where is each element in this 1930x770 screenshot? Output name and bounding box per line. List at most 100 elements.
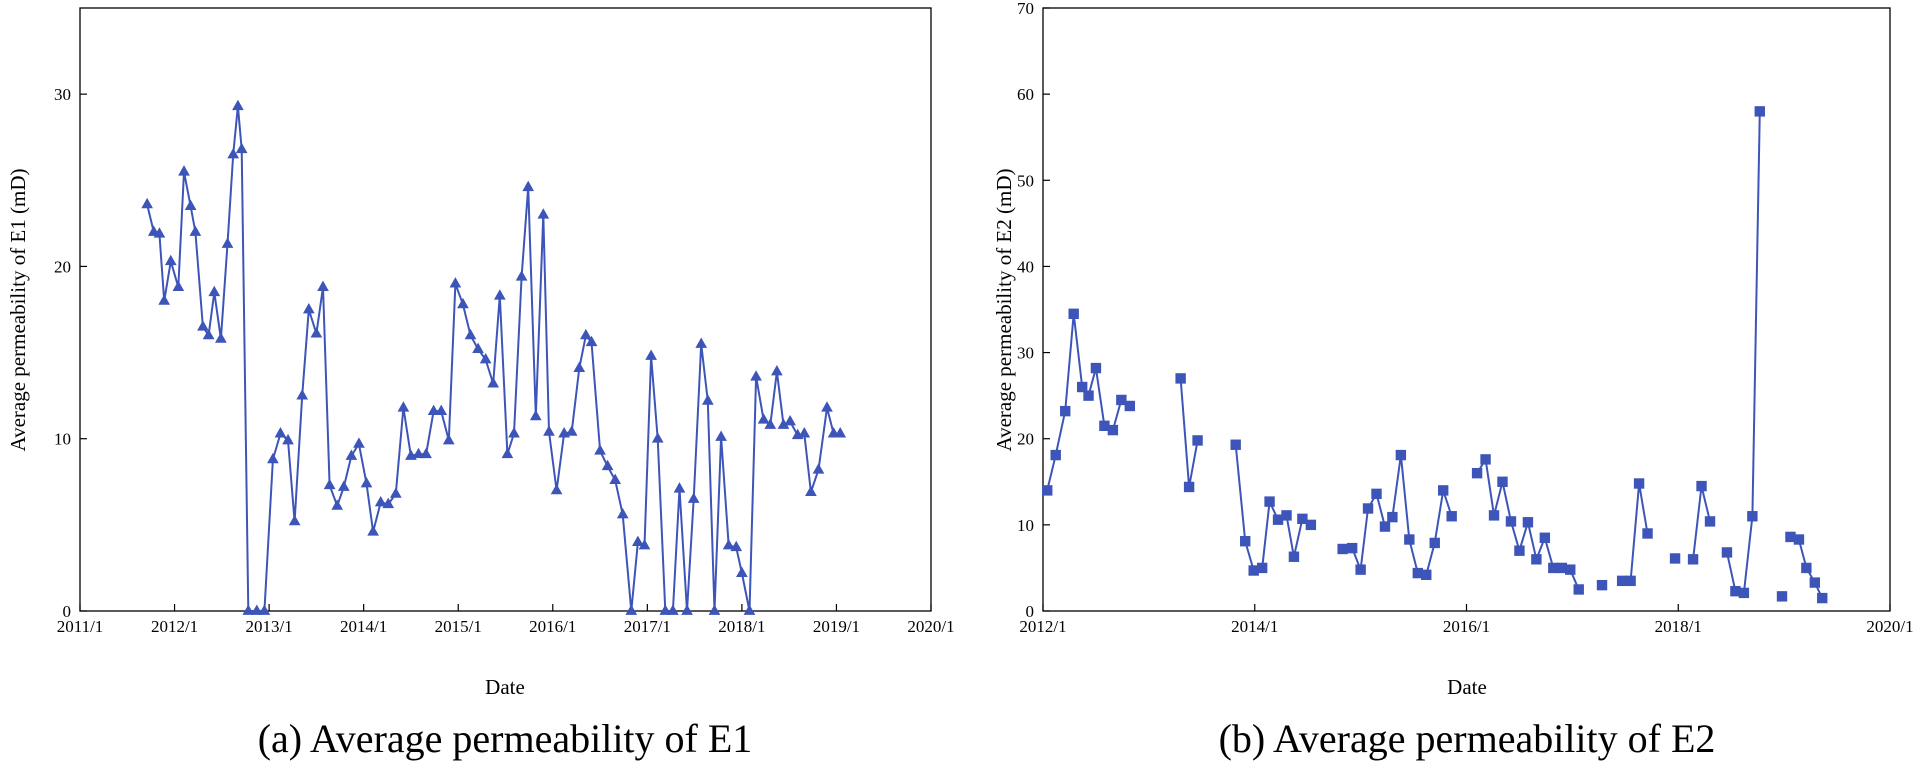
chart-b-data-point bbox=[1596, 579, 1608, 591]
chart-a-data-point bbox=[667, 604, 679, 615]
chart-a-x-axis-label: Date bbox=[485, 675, 525, 699]
chart-a-data-point bbox=[242, 604, 255, 615]
chart-a-data-point bbox=[235, 142, 248, 154]
chart-b-data-point bbox=[1505, 516, 1517, 527]
chart-a-data-point bbox=[178, 165, 190, 176]
chart-a-data-point bbox=[601, 459, 614, 471]
chart-b-data-point bbox=[1042, 485, 1053, 496]
chart-b-data-point bbox=[1539, 532, 1551, 543]
chart-b-data-point bbox=[1175, 373, 1186, 384]
chart-a-plot-frame bbox=[79, 7, 932, 612]
chart-a-data-point bbox=[337, 480, 350, 491]
chart-b-data-point bbox=[1480, 454, 1491, 465]
chart-a-data-point bbox=[522, 180, 535, 192]
chart-b-data-point bbox=[1090, 362, 1102, 374]
chart-a-data-point bbox=[215, 332, 227, 343]
chart-a-data-point bbox=[389, 487, 402, 498]
chart-a-data-point bbox=[164, 254, 177, 266]
chart-a-data-point bbox=[288, 514, 301, 526]
chart-a-data-point bbox=[487, 377, 500, 388]
chart-b-data-point bbox=[1531, 554, 1542, 565]
chart-a-data-point bbox=[736, 566, 748, 577]
chart-b-data-point bbox=[1395, 449, 1407, 461]
chart-a-data-point bbox=[202, 328, 215, 340]
chart-b-y-tick-label: 0 bbox=[1026, 602, 1035, 621]
chart-b-x-tick-label: 2016/1 bbox=[1443, 617, 1490, 636]
chart-a-caption: (a) Average permeability of E1 bbox=[258, 716, 753, 761]
chart-b-data-point bbox=[1068, 308, 1079, 320]
chart-a-data-point bbox=[267, 452, 279, 464]
chart-b-y-tick-label: 10 bbox=[1017, 516, 1034, 535]
chart-a-data-point bbox=[153, 227, 166, 238]
chart-a-data-point bbox=[317, 280, 329, 292]
chart-b-data-point bbox=[1183, 481, 1195, 493]
chart-b-data-point bbox=[1754, 106, 1765, 117]
chart-a-data-point bbox=[722, 539, 735, 550]
chart-a-x-tick-label: 2015/1 bbox=[435, 617, 482, 636]
chart-b-data-point bbox=[1747, 511, 1758, 522]
chart-b-x-axis: 2012/1 2014/1 2016/1 2018/1 2020/1 bbox=[1019, 604, 1914, 636]
chart-b-data-point bbox=[1230, 439, 1241, 450]
chart-a-data-point bbox=[353, 437, 365, 448]
chart-b-data-point bbox=[1817, 592, 1828, 604]
chart-a-x-tick-label: 2019/1 bbox=[813, 617, 860, 636]
chart-a-data-point bbox=[529, 409, 542, 421]
chart-b-data-point bbox=[1522, 517, 1534, 528]
chart-a-data-point bbox=[345, 449, 358, 460]
chart-a-data-point bbox=[420, 447, 432, 459]
chart-b-data-point bbox=[1642, 528, 1653, 539]
chart-a-data-point bbox=[681, 604, 693, 615]
chart-a-data-point bbox=[651, 432, 664, 443]
chart-a-data-point bbox=[331, 499, 344, 510]
chart-a-data-point bbox=[708, 604, 721, 615]
chart-a-y-axis: 0 10 20 30 bbox=[54, 85, 87, 621]
chart-a-data-point bbox=[659, 604, 672, 615]
chart-a-data-point bbox=[258, 604, 271, 615]
chart-b-data-point bbox=[1438, 485, 1449, 496]
chart-b-data-point bbox=[1272, 514, 1284, 525]
chart-a-x-tick-label: 2018/1 bbox=[718, 617, 765, 636]
chart-b-data-point bbox=[1124, 400, 1136, 412]
chart-a-data-point bbox=[442, 433, 455, 445]
chart-b-y-tick-label: 30 bbox=[1017, 344, 1034, 363]
chart-a-data-point bbox=[221, 237, 234, 248]
chart-a-data-point bbox=[374, 495, 387, 507]
chart-a-series-e1 bbox=[141, 99, 847, 615]
chart-b-data-point bbox=[1297, 513, 1308, 525]
chart-b-data-point bbox=[1421, 569, 1432, 581]
chart-a-data-point bbox=[757, 413, 770, 424]
chart-b-y-axis: 0 10 20 30 40 50 60 70 bbox=[1017, 0, 1050, 621]
chart-a-data-point bbox=[515, 270, 528, 281]
chart-b-data-point bbox=[1696, 480, 1707, 492]
chart-b-data-point bbox=[1107, 424, 1119, 436]
chart-a-data-point bbox=[834, 427, 847, 438]
chart-b-x-axis-label: Date bbox=[1447, 675, 1487, 699]
chart-a-data-point bbox=[764, 418, 777, 429]
chart-b-data-point bbox=[1548, 562, 1559, 574]
chart-a-y-tick-label: 10 bbox=[54, 430, 71, 449]
chart-a-data-point bbox=[632, 535, 644, 546]
chart-b-data-point bbox=[1776, 591, 1788, 602]
chart-b-data-point bbox=[1083, 390, 1094, 401]
chart-a-data-point bbox=[250, 604, 263, 615]
chart-a-data-point bbox=[296, 389, 309, 400]
chart-a-data-point bbox=[457, 297, 469, 309]
chart-b-x-tick-label: 2018/1 bbox=[1655, 617, 1702, 636]
chart-a-data-point bbox=[743, 604, 756, 615]
chart-a-data-point bbox=[537, 208, 550, 219]
chart-a-data-point bbox=[397, 401, 410, 412]
chart-a-data-point bbox=[695, 337, 708, 348]
chart-a-y-tick-label: 30 bbox=[54, 85, 71, 104]
chart-a-data-point bbox=[812, 463, 825, 474]
chart-a-data-point bbox=[172, 280, 185, 292]
chart-a-data-point bbox=[616, 508, 629, 519]
chart-a-data-point bbox=[673, 482, 686, 493]
chart-a-data-point bbox=[687, 492, 700, 503]
chart-b-series-line bbox=[1342, 454, 1453, 576]
chart-a-x-axis: 2011/1 2012/1 2013/1 2014/1 2015/1 2016/1 2017… bbox=[57, 604, 955, 636]
chart-b-data-point bbox=[1060, 405, 1071, 417]
chart-a-data-point bbox=[189, 225, 202, 236]
chart-a-data-point bbox=[625, 604, 638, 615]
chart-b-data-point bbox=[1556, 562, 1567, 574]
chart-b-data-point bbox=[1514, 545, 1525, 556]
